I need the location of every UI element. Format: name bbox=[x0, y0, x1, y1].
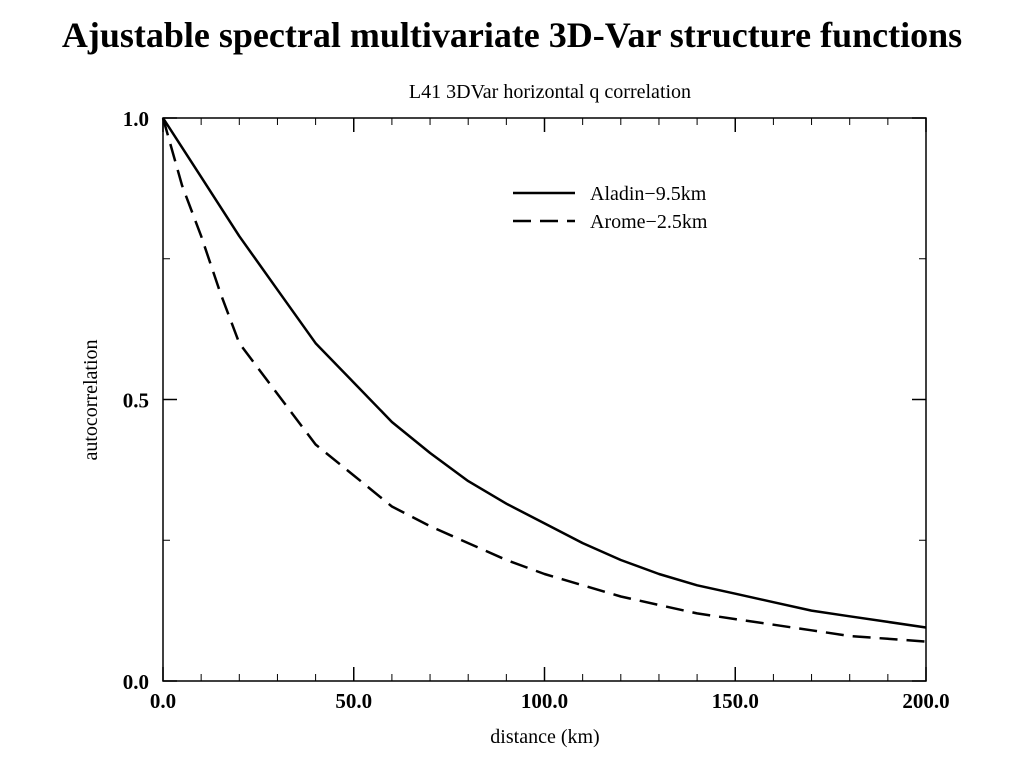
x-axis-label: distance (km) bbox=[490, 726, 599, 748]
legend-label: Aladin−9.5km bbox=[590, 183, 707, 205]
y-tick-label: 0.0 bbox=[123, 670, 149, 694]
chart-title: L41 3DVar horizontal q correlation bbox=[409, 81, 691, 103]
x-tick-label: 0.0 bbox=[150, 689, 176, 713]
x-tick-label: 100.0 bbox=[521, 689, 568, 713]
tick-labels: 0.0 50.0 100.0 150.0 200.0 0.0 0.5 1.0 bbox=[123, 107, 950, 713]
x-tick-label: 50.0 bbox=[335, 689, 372, 713]
x-tick-label: 200.0 bbox=[902, 689, 949, 713]
axis-ticks bbox=[162, 117, 927, 682]
series-line-arome bbox=[161, 117, 927, 643]
x-tick-label: 150.0 bbox=[712, 689, 759, 713]
legend: Aladin−9.5km Arome−2.5km bbox=[513, 183, 708, 233]
legend-label: Arome−2.5km bbox=[590, 211, 708, 233]
y-axis-label: autocorrelation bbox=[80, 339, 102, 460]
y-tick-label: 0.5 bbox=[123, 389, 149, 413]
slide-title: Ajustable spectral multivariate 3D-Var s… bbox=[61, 15, 963, 55]
series-line-aladin bbox=[161, 117, 927, 629]
plot-frame bbox=[162, 117, 927, 682]
series-lines bbox=[161, 117, 927, 643]
y-tick-label: 1.0 bbox=[123, 107, 149, 131]
